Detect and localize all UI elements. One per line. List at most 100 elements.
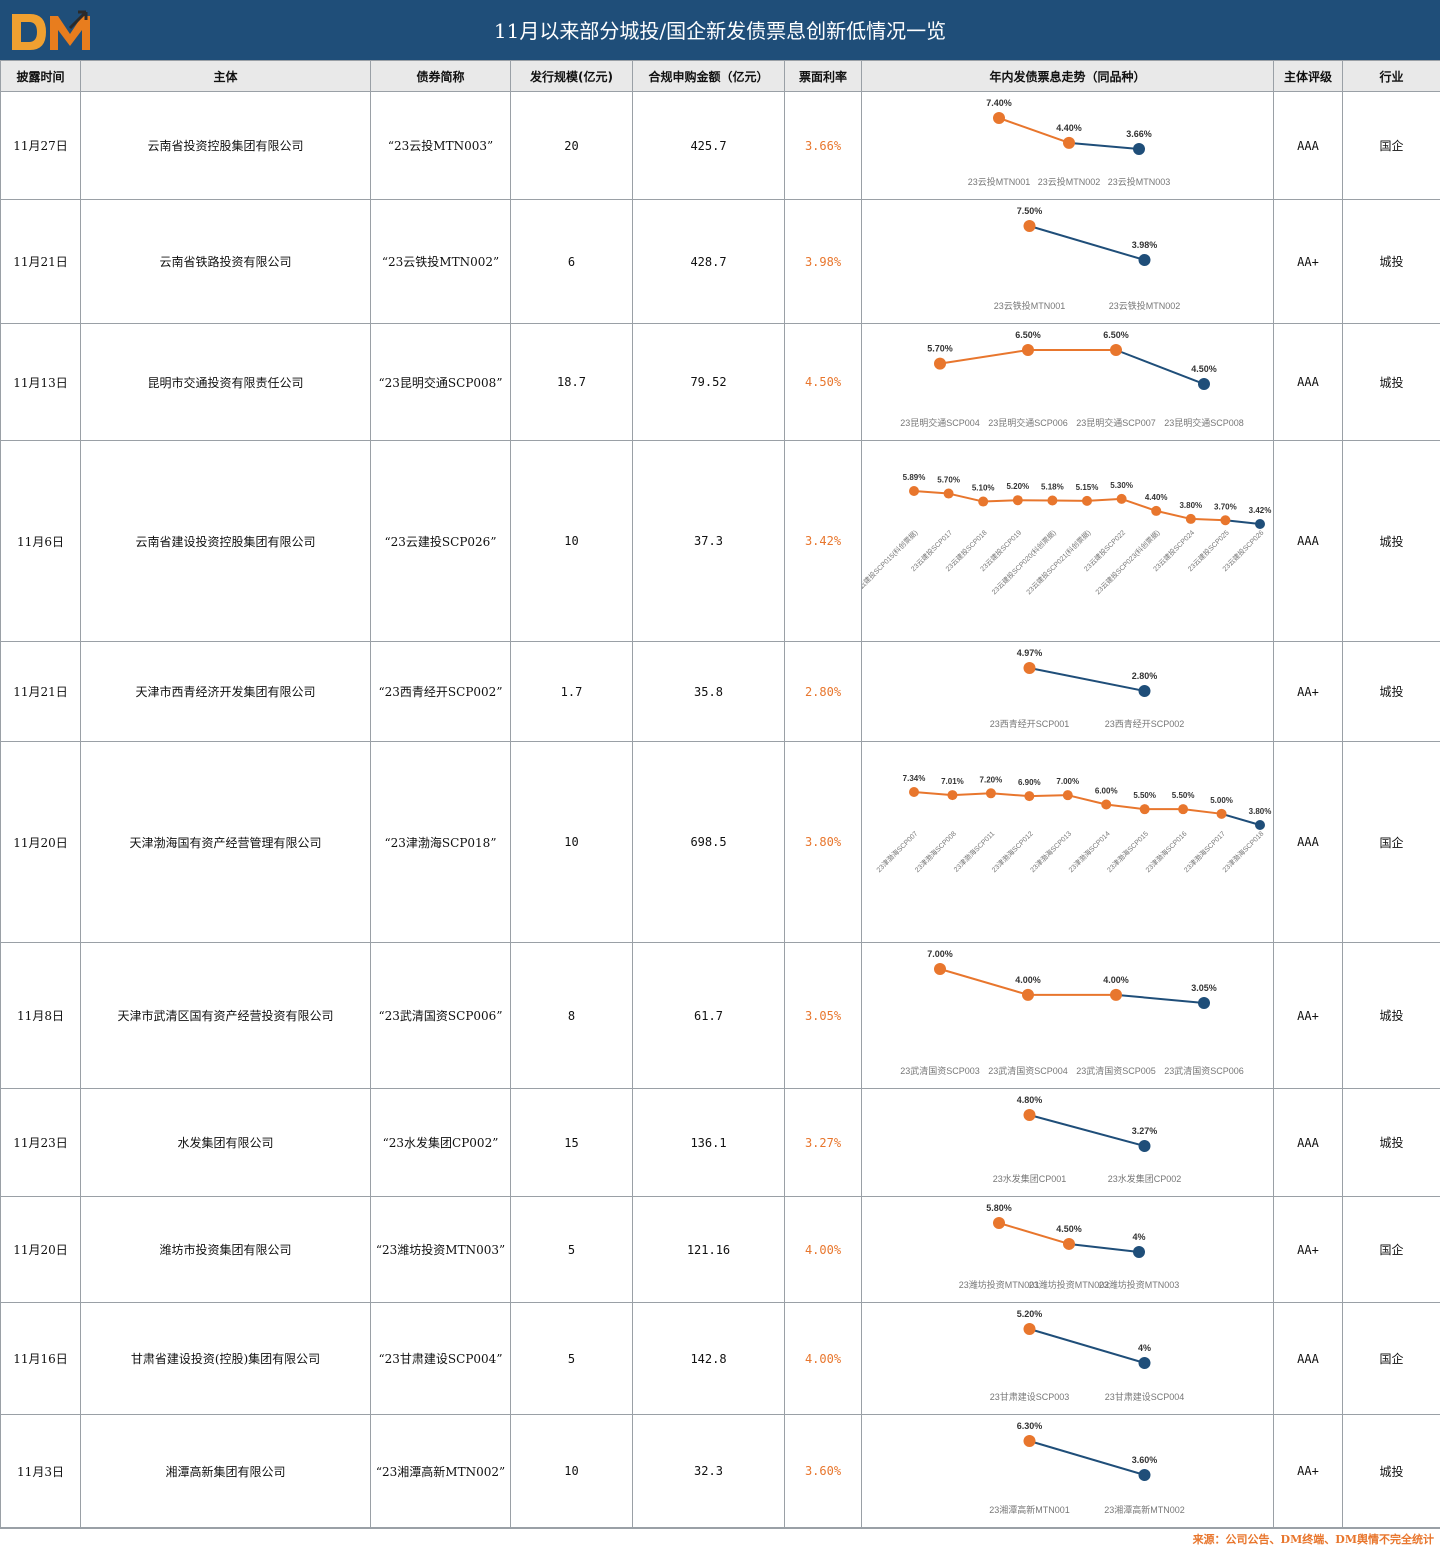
trend-value-label: 3.42% xyxy=(1249,506,1272,515)
bond-cell: “23津渤海SCP018” xyxy=(370,741,511,943)
trend-axis-label: 23津渤海SCP018 xyxy=(1220,829,1265,874)
trend-segment xyxy=(1115,993,1205,1004)
trend-chart-cell: 5.89% 23云建投SCP015(科创票据) 5.70% 23云建投SCP017 5.… xyxy=(861,440,1274,642)
trend-value-label: 3.05% xyxy=(1191,983,1217,993)
trend-value-label: 6.50% xyxy=(1015,330,1041,340)
rating-cell: AA+ xyxy=(1273,641,1343,742)
table-row: 11月8日 天津市武清区国有资产经营投资有限公司 “23武清国资SCP006” 8 61… xyxy=(0,942,1440,1089)
col-header-size: 发行规模(亿元) xyxy=(510,60,633,92)
issuer-cell: 天津市西青经济开发集团有限公司 xyxy=(80,641,371,742)
size-cell: 6 xyxy=(510,199,633,324)
trend-segment xyxy=(998,1222,1070,1245)
trend-value-label: 5.70% xyxy=(927,344,953,354)
date-cell: 11月20日 xyxy=(0,741,81,943)
trend-segment xyxy=(1106,803,1145,811)
trend-point xyxy=(1047,495,1058,506)
trend-value-label: 5.30% xyxy=(1110,481,1133,490)
table-row: 11月23日 水发集团有限公司 “23水发集团CP002” 15 136.1 3.27% 4… xyxy=(0,1088,1440,1197)
trend-axis-label: 23昆明交通SCP006 xyxy=(988,417,1068,428)
trend-segment xyxy=(1225,519,1261,525)
trend-axis-label: 23云建投SCP020(科创票据) xyxy=(990,528,1058,596)
trend-segment xyxy=(948,492,984,503)
rate-cell: 4.00% xyxy=(784,1302,862,1415)
date-cell: 11月6日 xyxy=(0,440,81,642)
issuer-cell: 云南省建设投资控股集团有限公司 xyxy=(80,440,371,642)
trend-chart-cell: 5.70% 23昆明交通SCP004 6.50% 23昆明交通SCP006 6.50% 2… xyxy=(861,323,1274,441)
trend-point xyxy=(978,496,989,507)
trend-value-label: 4.97% xyxy=(1017,648,1043,658)
bond-cell: “23云铁投MTN002” xyxy=(370,199,511,324)
trend-segment xyxy=(952,792,991,797)
issuer-cell: 潍坊市投资集团有限公司 xyxy=(80,1196,371,1303)
trend-axis-label: 23云投MTN002 xyxy=(1038,176,1101,187)
issuer-cell: 湘潭高新集团有限公司 xyxy=(80,1414,371,1528)
trend-point xyxy=(943,488,954,499)
trend-value-label: 6.00% xyxy=(1095,786,1118,795)
rating-cell: AAA xyxy=(1273,440,1343,642)
trend-point xyxy=(1198,997,1210,1009)
trend-value-label: 7.40% xyxy=(986,98,1012,108)
trend-axis-label: 23武清国资SCP006 xyxy=(1164,1065,1244,1076)
trend-value-label: 4% xyxy=(1138,1343,1151,1353)
trend-value-label: 4.50% xyxy=(1191,364,1217,374)
trend-axis-label: 23昆明交通SCP008 xyxy=(1164,417,1244,428)
rating-cell: AAA xyxy=(1273,91,1343,200)
trend-value-label: 3.66% xyxy=(1126,129,1152,139)
industry-cell: 城投 xyxy=(1342,323,1440,441)
industry-cell: 国企 xyxy=(1342,1196,1440,1303)
trend-axis-label: 23津渤海SCP008 xyxy=(913,829,958,874)
trend-value-label: 7.20% xyxy=(980,775,1003,784)
date-cell: 11月13日 xyxy=(0,323,81,441)
trend-value-label: 5.18% xyxy=(1041,482,1064,491)
trend-segment xyxy=(1221,812,1261,826)
trend-axis-label: 23津渤海SCP007 xyxy=(874,829,919,874)
trend-segment xyxy=(939,349,1029,365)
trend-point xyxy=(1138,1357,1151,1369)
size-cell: 20 xyxy=(510,91,633,200)
issuer-cell: 云南省投资控股集团有限公司 xyxy=(80,91,371,200)
issuer-cell: 甘肃省建设投资(控股)集团有限公司 xyxy=(80,1302,371,1415)
trend-value-label: 4.40% xyxy=(1056,123,1082,133)
trend-segment xyxy=(1029,1440,1145,1476)
trend-point xyxy=(1012,495,1023,506)
trend-chart-cell: 7.50% 23云铁投MTN001 3.98% 23云铁投MTN002 xyxy=(861,199,1274,324)
rate-cell: 3.66% xyxy=(784,91,862,200)
trend-value-label: 4.00% xyxy=(1015,975,1041,985)
date-cell: 11月16日 xyxy=(0,1302,81,1415)
trend-chart-cell: 4.97% 23西青经开SCP001 2.80% 23西青经开SCP002 xyxy=(861,641,1274,742)
trend-point xyxy=(1022,988,1034,1001)
rate-cell: 3.42% xyxy=(784,440,862,642)
trend-value-label: 4.00% xyxy=(1103,975,1129,985)
trend-point xyxy=(947,790,958,801)
trend-axis-label: 23津渤海SCP017 xyxy=(1182,829,1227,874)
trend-value-label: 7.34% xyxy=(903,774,926,783)
trend-chart-cell: 5.80% 23潍坊投资MTN001 4.50% 23潍坊投资MTN002 4% 23潍坊… xyxy=(861,1196,1274,1303)
rating-cell: AAA xyxy=(1273,1302,1343,1415)
trend-axis-label: 23云投MTN001 xyxy=(968,176,1031,187)
trend-point xyxy=(1178,804,1189,815)
trend-axis-label: 23西青经开SCP001 xyxy=(990,718,1070,729)
size-cell: 18.7 xyxy=(510,323,633,441)
trend-value-label: 7.00% xyxy=(927,949,953,959)
trend-point xyxy=(1062,790,1073,801)
col-header-issuer: 主体 xyxy=(80,60,371,92)
industry-cell: 城投 xyxy=(1342,440,1440,642)
trend-axis-label: 23津渤海SCP011 xyxy=(952,829,997,874)
trend-point xyxy=(1255,820,1265,830)
trend-point xyxy=(1082,495,1092,506)
trend-value-label: 3.80% xyxy=(1249,807,1272,816)
trend-value-label: 5.70% xyxy=(937,476,960,485)
trend-chart: 6.30% 23湘潭高新MTN001 3.60% 23湘潭高新MTN002 xyxy=(989,1421,1185,1515)
trend-point xyxy=(934,963,946,975)
trend-point xyxy=(1133,143,1145,155)
trend-axis-label: 23潍坊投资MTN001 xyxy=(959,1279,1040,1290)
bond-cell: “23云投MTN003” xyxy=(370,91,511,200)
trend-point xyxy=(1023,1435,1036,1447)
trend-value-label: 4.50% xyxy=(1056,1224,1082,1234)
col-header-rating: 主体评级 xyxy=(1273,60,1343,92)
industry-cell: 国企 xyxy=(1342,91,1440,200)
date-cell: 11月21日 xyxy=(0,641,81,742)
size-cell: 1.7 xyxy=(510,641,633,742)
trend-segment xyxy=(1067,794,1107,806)
